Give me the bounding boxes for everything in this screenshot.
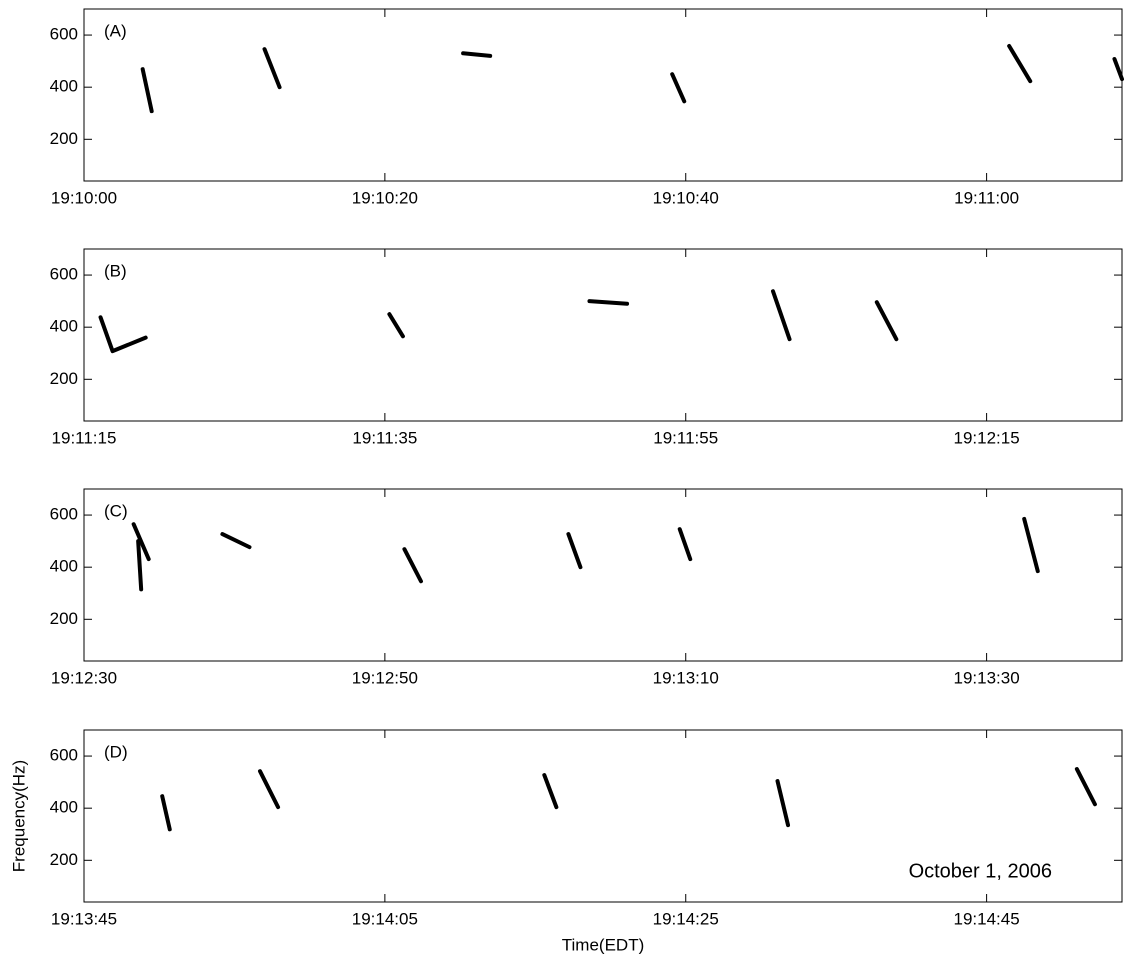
trace <box>160 794 172 832</box>
plot-frame <box>83 488 1123 662</box>
trace <box>140 67 154 114</box>
trace <box>136 539 144 592</box>
trace <box>262 47 282 90</box>
trace <box>566 532 583 570</box>
y-tick-label: 200 <box>50 609 78 628</box>
x-tick-label: 19:11:55 <box>653 428 718 447</box>
x-tick-label: 19:14:45 <box>954 909 1020 928</box>
y-tick-label: 400 <box>50 317 78 336</box>
trace <box>461 51 493 58</box>
trace <box>587 299 630 306</box>
annotation: October 1, 2006 <box>909 860 1052 882</box>
y-tick-label: 600 <box>50 265 78 284</box>
x-tick-label: 19:14:25 <box>653 909 719 928</box>
panel-label: (A) <box>104 21 127 40</box>
trace <box>542 773 559 810</box>
y-tick-label: 200 <box>50 129 78 148</box>
trace <box>220 532 252 550</box>
trace <box>775 779 791 828</box>
trace <box>770 289 792 342</box>
trace <box>1112 57 1124 82</box>
plot-frame <box>83 8 1123 182</box>
trace <box>131 522 151 562</box>
x-tick-label: 19:13:10 <box>653 668 719 687</box>
y-tick-label: 600 <box>50 25 78 44</box>
trace <box>1007 44 1033 84</box>
trace <box>402 547 423 584</box>
y-tick-label: 400 <box>50 557 78 576</box>
trace <box>1022 516 1040 574</box>
trace <box>670 72 687 104</box>
x-tick-label: 19:10:20 <box>352 188 418 207</box>
y-tick-label: 200 <box>50 369 78 388</box>
x-tick-label: 19:11:35 <box>352 428 417 447</box>
y-tick-label: 600 <box>50 746 78 765</box>
trace <box>1074 767 1097 807</box>
y-tick-label: 200 <box>50 850 78 869</box>
x-tick-label: 19:11:15 <box>52 428 117 447</box>
panel-label: (D) <box>104 742 128 761</box>
x-tick-label: 19:11:00 <box>954 188 1019 207</box>
x-tick-label: 19:12:15 <box>954 428 1020 447</box>
y-tick-label: 400 <box>50 798 78 817</box>
x-tick-label: 19:12:50 <box>352 668 418 687</box>
y-axis-label: Frequency(Hz) <box>9 760 28 872</box>
panel-label: (C) <box>104 501 128 520</box>
x-tick-label: 19:13:30 <box>954 668 1020 687</box>
y-tick-label: 400 <box>50 77 78 96</box>
plot-frame <box>83 729 1123 903</box>
x-tick-label: 19:10:40 <box>653 188 719 207</box>
x-tick-label: 19:13:45 <box>51 909 117 928</box>
panel-label: (B) <box>104 261 127 280</box>
y-tick-label: 600 <box>50 505 78 524</box>
trace <box>98 315 148 354</box>
trace <box>874 300 899 342</box>
x-tick-label: 19:14:05 <box>352 909 418 928</box>
trace <box>258 769 281 810</box>
plot-frame <box>83 248 1123 422</box>
x-tick-label: 19:12:30 <box>51 668 117 687</box>
trace <box>387 312 405 339</box>
x-tick-label: 19:10:00 <box>51 188 117 207</box>
trace <box>677 527 693 562</box>
x-axis-label: Time(EDT) <box>562 935 644 954</box>
